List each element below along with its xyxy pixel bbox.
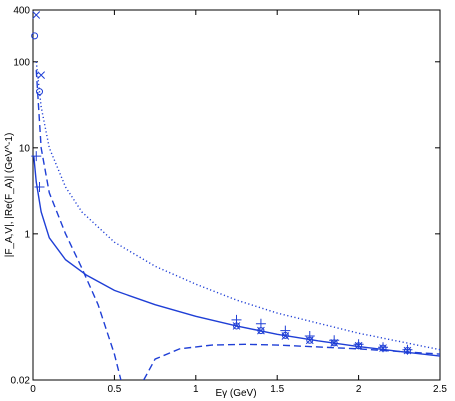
x-tick-label: 0.5 [107,384,121,395]
marker-plus [353,339,364,350]
x-axis-label: Eγ (GeV) [215,388,256,399]
line-solid [33,156,440,357]
y-tick-label: 0.02 [11,376,31,387]
marker-plus [378,342,389,353]
marker-plus [31,151,42,162]
marker-cross [37,71,45,79]
x-tick-label: 1 [193,384,199,395]
marker-cross [32,11,41,19]
marker-plus [34,182,45,193]
marker-plus [255,318,266,329]
y-tick-label: 10 [19,143,31,154]
marker-plus [304,330,315,341]
y-tick-label: 1 [24,229,30,240]
marker-plus [329,335,340,346]
marker-plus [280,325,291,336]
line-dotted [35,61,440,351]
x-tick-label: 2.5 [433,384,447,395]
line-dashed [35,70,440,380]
marker-plus [231,314,242,325]
y-axis-label: |F_A,V|, |Re(F_A)| (GeV^-1) [4,133,15,258]
marker-circle [36,88,44,96]
plot-frame [32,9,441,381]
marker-plus [402,344,413,355]
y-tick-label: 400 [13,6,30,17]
x-tick-label: 0 [30,384,36,395]
x-tick-label: 1.5 [270,384,284,395]
x-tick-label: 2 [356,384,362,395]
marker-circle [31,32,39,40]
y-tick-label: 100 [13,57,30,68]
